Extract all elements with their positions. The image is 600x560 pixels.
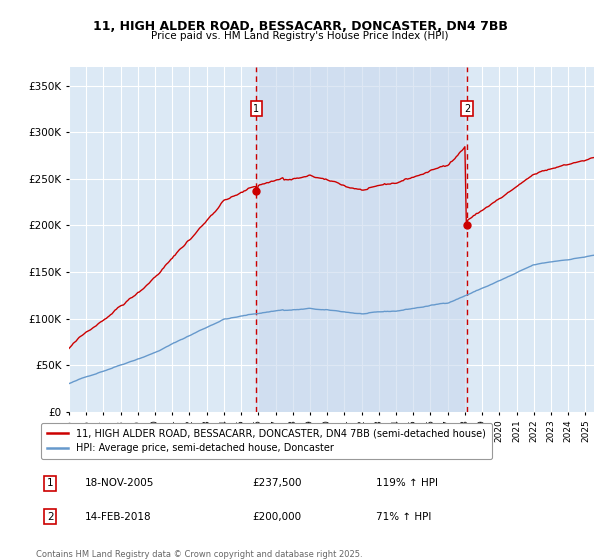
Text: Contains HM Land Registry data © Crown copyright and database right 2025.
This d: Contains HM Land Registry data © Crown c… <box>36 550 362 560</box>
Legend: 11, HIGH ALDER ROAD, BESSACARR, DONCASTER, DN4 7BB (semi-detached house), HPI: A: 11, HIGH ALDER ROAD, BESSACARR, DONCASTE… <box>41 423 491 459</box>
Text: 1: 1 <box>47 478 53 488</box>
Text: £237,500: £237,500 <box>252 478 302 488</box>
Text: 2: 2 <box>47 512 53 522</box>
Text: 14-FEB-2018: 14-FEB-2018 <box>85 512 151 522</box>
Bar <box>256 67 467 412</box>
Text: 2: 2 <box>464 104 470 114</box>
Text: 18-NOV-2005: 18-NOV-2005 <box>85 478 154 488</box>
Text: 11, HIGH ALDER ROAD, BESSACARR, DONCASTER, DN4 7BB: 11, HIGH ALDER ROAD, BESSACARR, DONCASTE… <box>92 20 508 32</box>
Text: 1: 1 <box>253 104 259 114</box>
Text: 71% ↑ HPI: 71% ↑ HPI <box>376 512 431 522</box>
Text: Price paid vs. HM Land Registry's House Price Index (HPI): Price paid vs. HM Land Registry's House … <box>151 31 449 41</box>
Text: 119% ↑ HPI: 119% ↑ HPI <box>376 478 438 488</box>
Text: £200,000: £200,000 <box>252 512 301 522</box>
